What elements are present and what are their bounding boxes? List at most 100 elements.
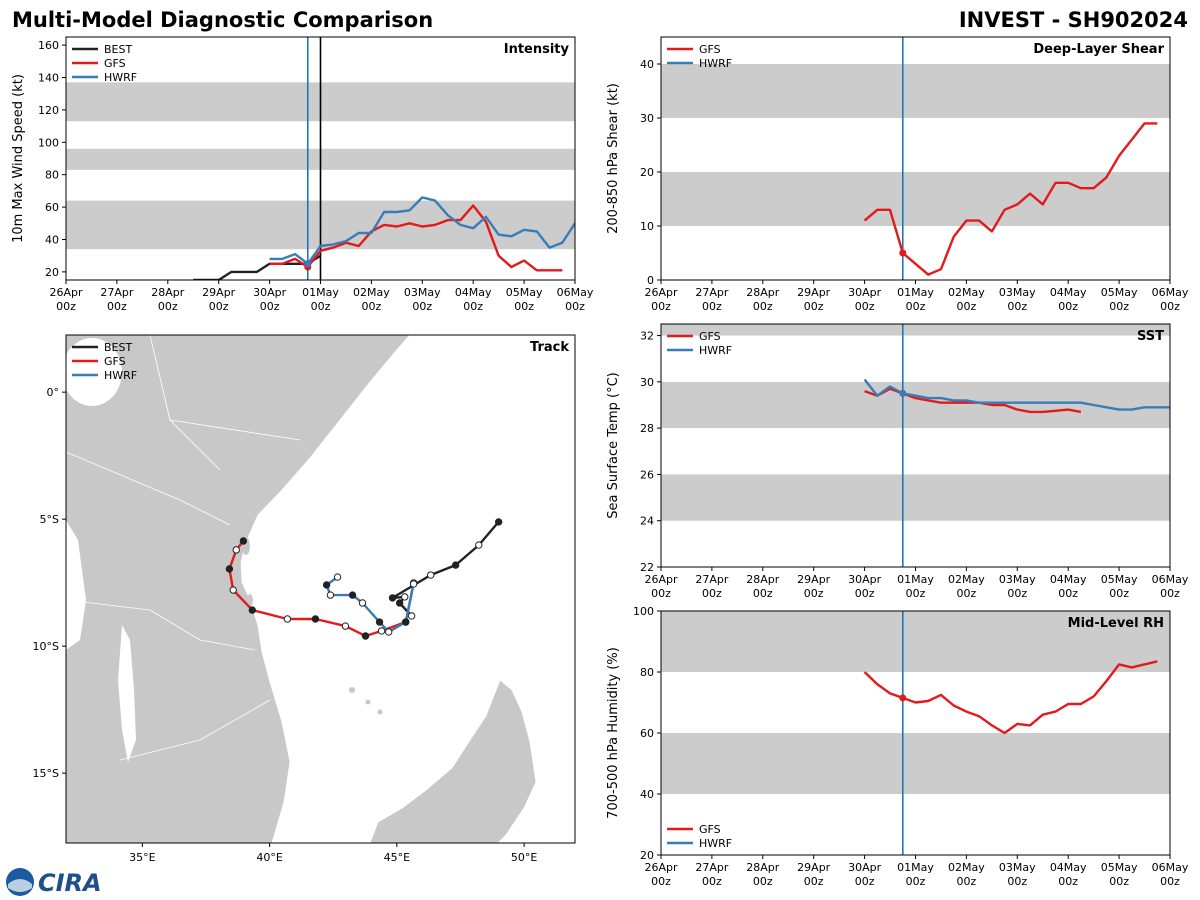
x-tick-label: 30Apr <box>848 286 882 299</box>
threshold-band <box>661 733 1170 794</box>
logo-text: CIRA <box>38 869 102 897</box>
legend-label: GFS <box>699 43 721 56</box>
plot-area <box>661 611 1170 855</box>
x-tick-label: 40°E <box>256 851 282 864</box>
x-tick-label: 05May <box>1101 573 1138 586</box>
x-tick-label: 02May <box>948 286 985 299</box>
x-tick-label: 00z <box>1109 300 1129 313</box>
x-tick-label: 00z <box>56 300 76 313</box>
plot-area <box>66 37 575 280</box>
plot-area <box>661 37 1170 280</box>
y-tick-label: 0° <box>47 386 60 399</box>
track-point <box>341 622 350 630</box>
x-tick-label: 26Apr <box>644 861 678 874</box>
x-tick-label: 30Apr <box>253 286 287 299</box>
track-point <box>283 615 292 623</box>
x-tick-label: 45°E <box>384 851 410 864</box>
x-tick-label: 00z <box>1007 300 1027 313</box>
x-tick-label: 00z <box>906 300 926 313</box>
legend-label: HWRF <box>699 57 732 70</box>
track-point <box>232 546 240 554</box>
track-point <box>409 580 418 588</box>
threshold-band <box>661 474 1170 521</box>
x-tick-label: 27Apr <box>695 861 729 874</box>
x-tick-label: 02May <box>948 573 985 586</box>
track-point <box>385 628 393 636</box>
y-tick-label: 40 <box>45 234 59 247</box>
track-point <box>402 618 410 626</box>
y-tick-label: 15°S <box>33 767 59 780</box>
x-tick-label: 06May <box>1152 286 1189 299</box>
y-tick-label: 100 <box>38 136 59 149</box>
y-tick-label: 40 <box>640 58 654 71</box>
track-point <box>248 606 256 614</box>
track-point <box>326 591 335 599</box>
track-point <box>407 612 416 620</box>
x-tick-label: 00z <box>1160 300 1180 313</box>
legend-label: HWRF <box>104 369 137 382</box>
x-tick-label: 00z <box>651 587 671 600</box>
x-tick-label: 00z <box>702 300 722 313</box>
y-tick-label: 26 <box>640 468 654 481</box>
series-line <box>863 378 1170 411</box>
x-tick-label: 00z <box>651 875 671 888</box>
x-tick-label: 26Apr <box>644 573 678 586</box>
y-tick-label: 20 <box>640 849 654 862</box>
x-tick-label: 00z <box>362 300 382 313</box>
x-tick-label: 00z <box>412 300 432 313</box>
plot-area <box>225 518 503 640</box>
panel-title: Deep-Layer Shear <box>1033 42 1164 57</box>
x-tick-label: 00z <box>1109 875 1129 888</box>
legend-label: GFS <box>699 330 721 343</box>
page-title: Multi-Model Diagnostic Comparison <box>12 8 433 32</box>
x-tick-label: 00z <box>753 300 773 313</box>
track-point <box>375 618 384 626</box>
plot-frame <box>65 334 576 844</box>
panel: 0° 5°S 10°S 15°S 35°E 40°E 45°E 50°E Track BESTGF… <box>33 334 576 864</box>
plot-frame <box>65 36 576 281</box>
plot-frame <box>660 323 1171 568</box>
panel-title: Intensity <box>504 42 570 57</box>
track-point <box>401 593 409 601</box>
threshold-band <box>661 381 1170 429</box>
y-tick-label: 10 <box>640 220 654 233</box>
x-tick-label: 00z <box>906 587 926 600</box>
y-tick-label: 20 <box>45 266 59 279</box>
x-tick-label: 28Apr <box>151 286 185 299</box>
x-tick-label: 00z <box>651 300 671 313</box>
y-tick-label: 5°S <box>40 513 59 526</box>
x-tick-label: 00z <box>463 300 483 313</box>
y-tick-label: 22 <box>640 561 654 574</box>
legend-label: HWRF <box>104 71 137 84</box>
legend-label: BEST <box>104 341 132 354</box>
x-tick-label: 00z <box>906 875 926 888</box>
track-point <box>395 599 404 607</box>
x-tick-label: 00z <box>1109 587 1129 600</box>
x-tick-label: 00z <box>702 875 722 888</box>
y-tick-label: 20 <box>640 166 654 179</box>
current-point <box>304 260 312 268</box>
x-tick-label: 00z <box>1160 875 1180 888</box>
x-tick-label: 06May <box>557 286 594 299</box>
x-tick-label: 29Apr <box>797 573 831 586</box>
legend-label: HWRF <box>699 344 732 357</box>
y-tick-label: 10°S <box>33 640 59 653</box>
track-point <box>426 571 435 579</box>
threshold-band <box>661 611 1170 672</box>
track-point <box>361 632 370 640</box>
land-map <box>66 335 537 843</box>
track-point <box>451 561 460 569</box>
x-tick-label: 27Apr <box>695 286 729 299</box>
x-tick-label: 00z <box>957 875 977 888</box>
y-tick-label: 140 <box>38 72 59 85</box>
series-line <box>193 254 322 280</box>
track-point <box>311 615 320 623</box>
track-point <box>348 591 357 599</box>
x-tick-label: 02May <box>948 861 985 874</box>
y-tick-label: 30 <box>640 112 654 125</box>
logo: CIRA <box>6 868 102 897</box>
x-tick-label: 00z <box>1007 875 1027 888</box>
panel-title: Track <box>530 340 569 355</box>
